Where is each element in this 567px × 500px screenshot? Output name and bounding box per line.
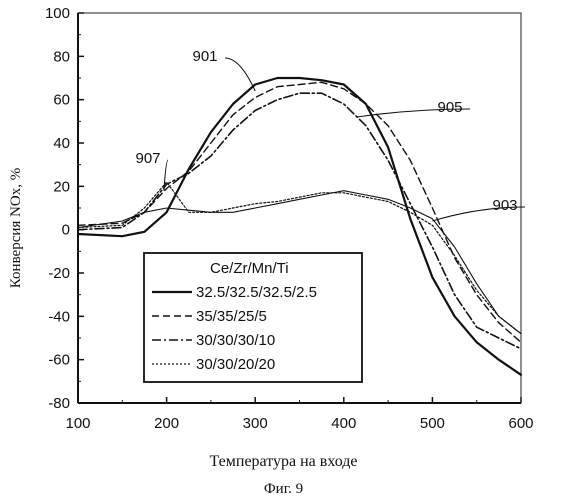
x-tick-label: 600 xyxy=(508,415,533,432)
curve-label-903: 903 xyxy=(492,197,517,214)
curve-label-901: 901 xyxy=(192,48,217,65)
curve-label-layer: 901 903 905 907 xyxy=(135,48,525,221)
curve-label-905: 905 xyxy=(437,99,462,116)
x-tick-label: 100 xyxy=(65,415,90,432)
y-tick-label: -40 xyxy=(48,308,70,325)
legend-entry-1: 32.5/32.5/32.5/2.5 xyxy=(196,284,317,301)
legend-entry-4: 30/30/20/20 xyxy=(196,356,275,373)
y-tick-label: -80 xyxy=(48,395,70,412)
y-tick-label: 80 xyxy=(53,48,70,65)
x-tick-label: 200 xyxy=(154,415,179,432)
legend-title: Ce/Zr/Mn/Ti xyxy=(210,260,289,277)
y-tick-label: 100 xyxy=(45,5,70,22)
figure-caption: Фиг. 9 xyxy=(0,481,567,498)
leader-line-901 xyxy=(225,58,255,91)
y-tick-label: 20 xyxy=(53,178,70,195)
curve-label-907: 907 xyxy=(135,150,160,167)
y-tick-label: -60 xyxy=(48,352,70,369)
legend-entry-2: 35/35/25/5 xyxy=(196,308,267,325)
y-tick-label: -20 xyxy=(48,265,70,282)
x-tick-label: 500 xyxy=(420,415,445,432)
y-axis-title: Конверсия NOx, % xyxy=(8,168,24,288)
x-tick-label: 300 xyxy=(243,415,268,432)
legend: Ce/Zr/Mn/Ti 32.5/32.5/32.5/2.5 35/35/25/5 3… xyxy=(144,253,362,382)
x-axis-title: Температура на входе xyxy=(0,453,567,471)
y-tick-label: 0 xyxy=(62,222,70,239)
x-tick-label: 400 xyxy=(331,415,356,432)
y-tick-label: 60 xyxy=(53,92,70,109)
y-tick-label: 40 xyxy=(53,135,70,152)
legend-entry-3: 30/30/30/10 xyxy=(196,332,275,349)
